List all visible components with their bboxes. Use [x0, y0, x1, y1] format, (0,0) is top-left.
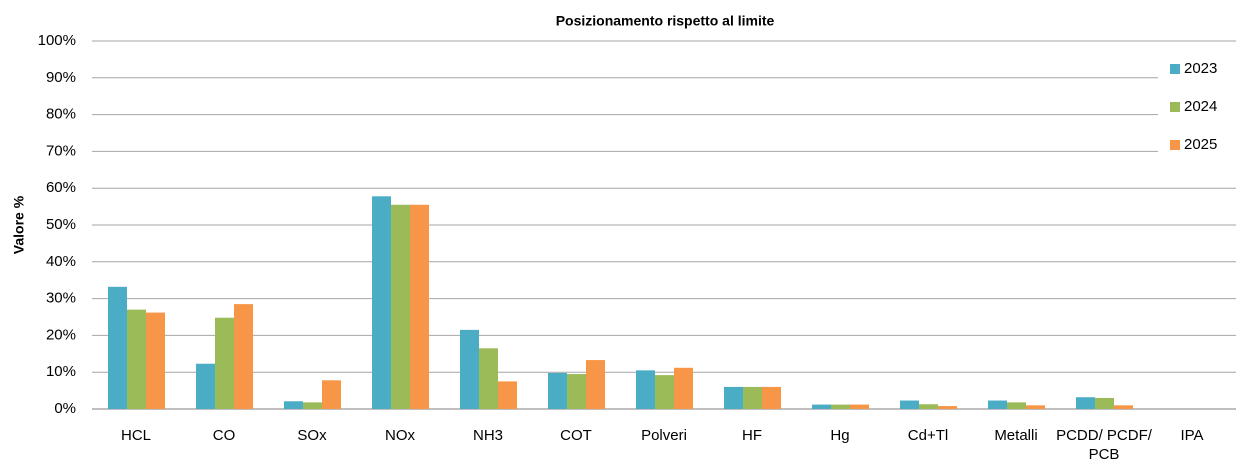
legend-swatch: [1170, 140, 1180, 150]
bar: [831, 404, 850, 409]
bar: [636, 370, 655, 409]
bar: [919, 404, 938, 409]
legend-swatch: [1170, 64, 1180, 74]
y-tick-label: 100%: [38, 32, 76, 49]
x-tick-label: Cd+Tl: [908, 427, 948, 444]
bar: [938, 406, 957, 409]
bar: [812, 404, 831, 409]
x-tick-label-line: PCDD/ PCDF/: [1056, 427, 1153, 444]
bar: [988, 400, 1007, 409]
bar: [322, 380, 341, 409]
bar: [548, 372, 567, 409]
bar: [1114, 405, 1133, 409]
bar: [1076, 397, 1095, 409]
bar: [479, 348, 498, 409]
bar: [674, 367, 693, 409]
bar: [900, 400, 919, 409]
bar: [567, 374, 586, 409]
bar: [655, 375, 674, 409]
bar: [372, 196, 391, 409]
y-tick-label: 40%: [46, 253, 76, 270]
x-tick-label: SOx: [297, 427, 327, 444]
x-tick-label: HCL: [121, 427, 151, 444]
x-tick-label: NH3: [473, 427, 503, 444]
bar: [1026, 405, 1045, 409]
bar: [146, 312, 165, 409]
x-tick-label: Hg: [830, 427, 849, 444]
legend-label: 2023: [1184, 60, 1217, 77]
bar: [234, 304, 253, 409]
x-tick-label: COT: [560, 427, 592, 444]
y-tick-label: 30%: [46, 290, 76, 307]
bar: [410, 204, 429, 409]
bar: [303, 402, 322, 409]
bar: [724, 386, 743, 409]
y-tick-label: 0%: [54, 400, 76, 417]
x-tick-label: HF: [742, 427, 762, 444]
bar: [391, 204, 410, 409]
bar: [284, 401, 303, 409]
x-tick-label: Polveri: [641, 427, 687, 444]
bar: [215, 317, 234, 409]
legend-label: 2025: [1184, 136, 1217, 153]
chart-title: Posizionamento rispetto al limite: [556, 13, 775, 29]
y-tick-label: 70%: [46, 142, 76, 159]
y-tick-label: 20%: [46, 326, 76, 343]
x-tick-label: NOx: [385, 427, 416, 444]
y-tick-label: 90%: [46, 69, 76, 86]
x-tick-label: CO: [213, 427, 236, 444]
legend-swatch: [1170, 102, 1180, 112]
legend-label: 2024: [1184, 98, 1217, 115]
bar: [498, 381, 517, 409]
bar: [127, 309, 146, 409]
x-tick-label: IPA: [1180, 427, 1203, 444]
bar: [586, 360, 605, 409]
bar: [1007, 402, 1026, 409]
bar: [1095, 397, 1114, 409]
bar: [743, 386, 762, 409]
y-tick-label: 50%: [46, 216, 76, 233]
x-tick-label: Metalli: [994, 427, 1037, 444]
bar: [196, 363, 215, 409]
y-tick-label: 80%: [46, 106, 76, 123]
bar: [108, 286, 127, 409]
y-tick-label: 10%: [46, 363, 76, 380]
x-tick-label: PCDD/ PCDF/PCB: [1056, 427, 1153, 463]
y-tick-label: 60%: [46, 179, 76, 196]
y-axis-label: Valore %: [11, 195, 27, 254]
bar: [850, 404, 869, 409]
bar: [460, 329, 479, 409]
x-tick-label-line: PCB: [1089, 446, 1120, 463]
bar: [762, 386, 781, 409]
